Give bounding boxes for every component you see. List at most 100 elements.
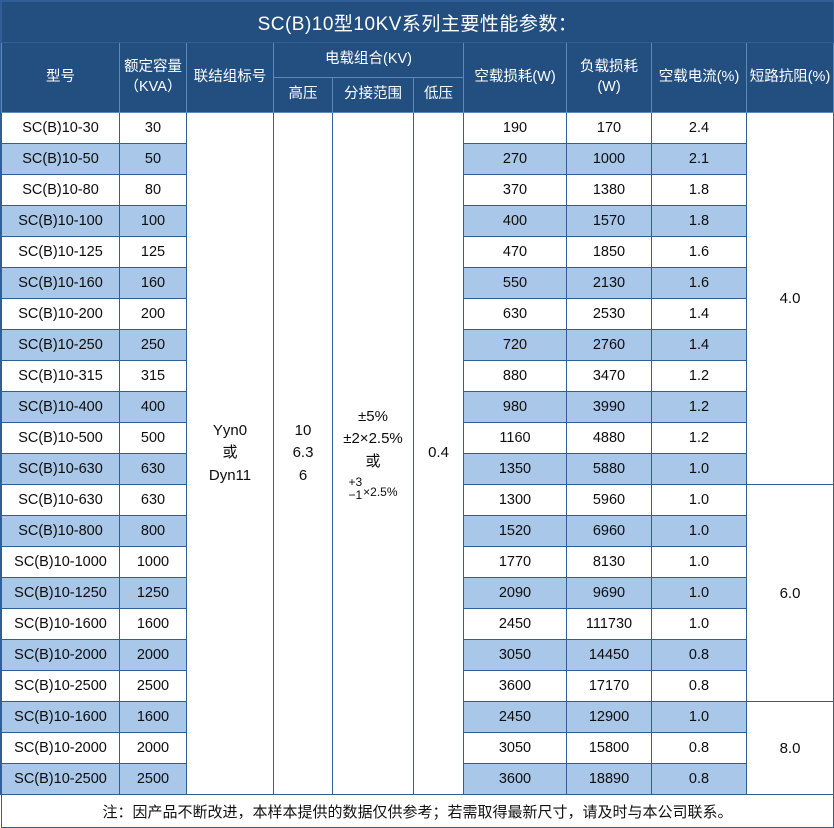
col-header-short-circuit-impedance: 短路抗阻(%) [746, 42, 834, 113]
cell-model: SC(B)10-125 [1, 236, 120, 268]
cell-high-voltage: 10 6.3 6 [273, 112, 333, 795]
cell-capacity: 630 [119, 453, 187, 485]
cell-load-loss: 111730 [566, 608, 652, 640]
tap-range-value: ±5% [358, 407, 388, 425]
cell-model: SC(B)10-200 [1, 298, 120, 330]
cell-model: SC(B)10-1000 [1, 546, 120, 578]
cell-no-load-loss: 1770 [463, 546, 567, 578]
cell-model: SC(B)10-1600 [1, 701, 120, 733]
cell-load-loss: 4880 [566, 422, 652, 454]
cell-load-loss: 9690 [566, 577, 652, 609]
cell-no-load-loss: 470 [463, 236, 567, 268]
high-voltage-value: 10 [294, 421, 312, 439]
cell-no-load-loss: 720 [463, 329, 567, 361]
cell-no-load-loss: 1300 [463, 484, 567, 516]
connection-group-value: Yyn0 [212, 421, 248, 439]
cell-capacity: 100 [119, 205, 187, 237]
cell-no-load-current: 1.6 [651, 267, 747, 299]
connection-group-value: Dyn11 [208, 466, 252, 484]
table-row: SC(B)10-100 100 400 1570 1.8 [1, 205, 834, 237]
cell-model: SC(B)10-630 [1, 453, 120, 485]
cell-load-loss: 1380 [566, 174, 652, 206]
cell-no-load-loss: 370 [463, 174, 567, 206]
cell-tap-range: ±5% ±2×2.5% 或 +3 −1 ×2.5% [332, 112, 414, 795]
cell-load-loss: 1000 [566, 143, 652, 175]
cell-load-loss: 12900 [566, 701, 652, 733]
capacity-label-line1: 额定容量 [124, 58, 182, 75]
cell-no-load-current: 1.4 [651, 329, 747, 361]
cell-capacity: 30 [119, 112, 187, 144]
cell-capacity: 2500 [119, 763, 187, 795]
tap-range-fraction: +3 −1 ×2.5% [348, 476, 397, 501]
cell-no-load-current: 1.0 [651, 577, 747, 609]
cell-no-load-current: 0.8 [651, 670, 747, 702]
header-row-primary: 型号 额定容量 （KVA） 联结组标号 电载组合(KV) 空载损耗(W) 负载损… [1, 42, 834, 113]
header-row-secondary: 高压 分接范围 低压 [2, 77, 834, 113]
cell-no-load-loss: 1520 [463, 515, 567, 547]
cell-no-load-current: 1.2 [651, 422, 747, 454]
footer-note: 注：因产品不断改进，本样本提供的数据仅供参考；若需取得最新尺寸，请及时与本公司联… [1, 794, 834, 828]
cell-no-load-current: 1.0 [651, 515, 747, 547]
table-row: SC(B)10-160 160 550 2130 1.6 [1, 267, 834, 299]
cell-no-load-loss: 2450 [463, 608, 567, 640]
cell-low-voltage: 0.4 [413, 112, 464, 795]
cell-load-loss: 8130 [566, 546, 652, 578]
col-header-capacity: 额定容量 （KVA） [119, 42, 187, 113]
cell-no-load-loss: 3600 [463, 763, 567, 795]
title-row: SC(B)10型10KV系列主要性能参数： [1, 1, 834, 43]
table-row: SC(B)10-1600 1600 2450 12900 1.0 8.0 [1, 701, 834, 795]
footer-row: 注：因产品不断改进，本样本提供的数据仅供参考；若需取得最新尺寸，请及时与本公司联… [1, 794, 834, 828]
cell-model: SC(B)10-1600 [1, 608, 120, 640]
cell-no-load-current: 1.0 [651, 546, 747, 578]
cell-no-load-loss: 3050 [463, 732, 567, 764]
cell-no-load-current: 1.6 [651, 236, 747, 268]
cell-no-load-current: 0.8 [651, 763, 747, 795]
page-title: SC(B)10型10KV系列主要性能参数： [1, 1, 834, 43]
table-row: SC(B)10-1600 1600 2450 111730 1.0 [1, 608, 834, 640]
table-row: SC(B)10-125 125 470 1850 1.6 [1, 236, 834, 268]
table-row: SC(B)10-2500 2500 3600 18890 0.8 [1, 763, 834, 795]
cell-capacity: 200 [119, 298, 187, 330]
cell-capacity: 1600 [119, 701, 187, 733]
table-row: SC(B)10-30 30 Yyn0 或 Dyn11 10 6.3 6 ±5% ±2×2.5% 或 +… [1, 112, 834, 795]
col-header-voltage-group: 电载组合(KV) [273, 42, 464, 78]
cell-model: SC(B)10-50 [1, 143, 120, 175]
cell-no-load-current: 1.0 [651, 484, 747, 516]
cell-model: SC(B)10-250 [1, 329, 120, 361]
cell-connection-group: Yyn0 或 Dyn11 [186, 112, 274, 795]
cell-no-load-current: 1.0 [651, 453, 747, 485]
cell-no-load-loss: 2450 [463, 701, 567, 733]
cell-no-load-loss: 3600 [463, 670, 567, 702]
cell-no-load-loss: 270 [463, 143, 567, 175]
cell-capacity: 125 [119, 236, 187, 268]
col-header-model: 型号 [1, 42, 120, 113]
cell-model: SC(B)10-2000 [1, 639, 120, 671]
tap-range-value: ±2×2.5% [343, 430, 403, 448]
cell-model: SC(B)10-30 [1, 112, 120, 144]
connection-group-value: 或 [222, 444, 238, 462]
cell-no-load-current: 1.8 [651, 174, 747, 206]
cell-no-load-current: 1.4 [651, 298, 747, 330]
tap-fraction-denominator: −1 [348, 487, 363, 502]
col-header-high-voltage: 高压 [273, 77, 333, 113]
cell-capacity: 1000 [119, 546, 187, 578]
table-row: SC(B)10-50 50 270 1000 2.1 [1, 143, 834, 175]
cell-load-loss: 18890 [566, 763, 652, 795]
cell-no-load-loss: 1160 [463, 422, 567, 454]
cell-capacity: 2000 [119, 639, 187, 671]
high-voltage-value: 6.3 [292, 444, 314, 462]
cell-no-load-loss: 630 [463, 298, 567, 330]
cell-no-load-loss: 880 [463, 360, 567, 392]
tap-fraction-numerator: +3 [348, 475, 363, 490]
col-header-tap-range: 分接范围 [332, 77, 414, 113]
table-row: SC(B)10-400 400 980 3990 1.2 [1, 391, 834, 423]
cell-capacity: 315 [119, 360, 187, 392]
cell-model: SC(B)10-2500 [1, 763, 120, 795]
table-row: SC(B)10-630 630 1350 5880 1.0 [1, 453, 834, 485]
cell-model: SC(B)10-160 [1, 267, 120, 299]
cell-load-loss: 1570 [566, 205, 652, 237]
cell-model: SC(B)10-400 [1, 391, 120, 423]
table-row: SC(B)10-250 250 720 2760 1.4 [1, 329, 834, 361]
